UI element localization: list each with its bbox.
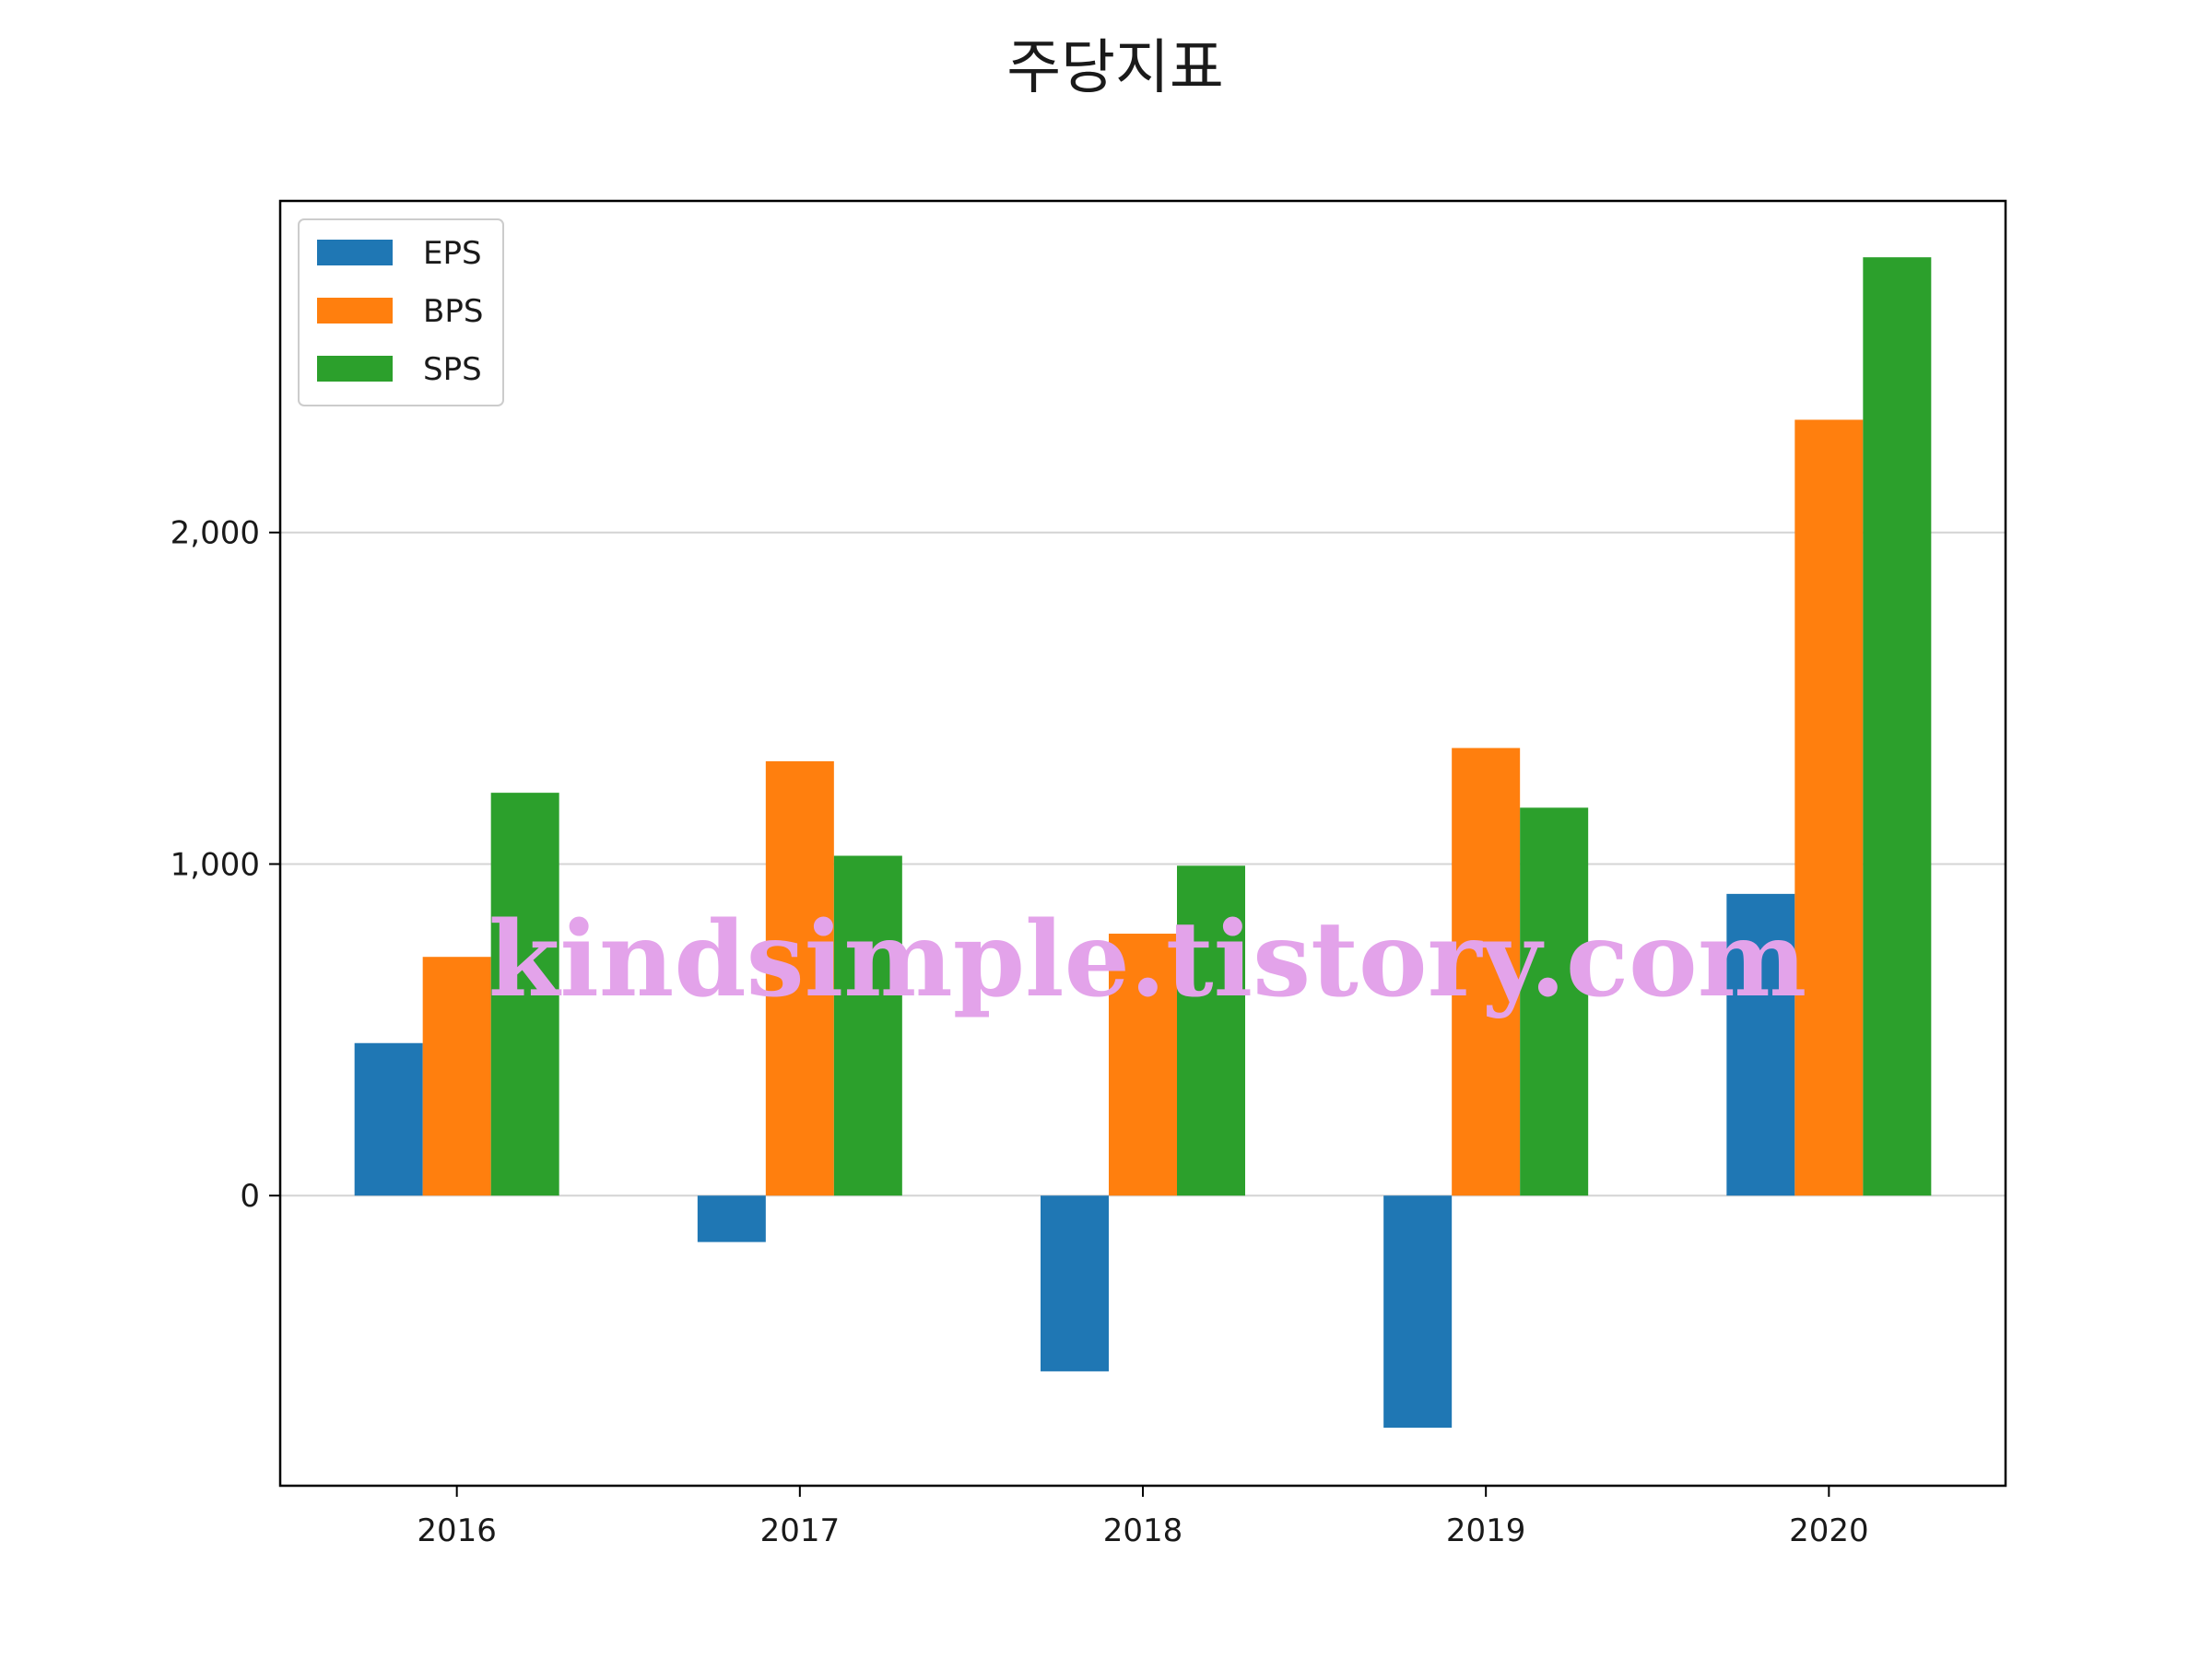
bar-bps-2019 [1452,747,1521,1196]
bar-eps-2018 [1041,1195,1109,1371]
bar-sps-2018 [1177,865,1245,1196]
bar-sps-2016 [490,793,559,1196]
x-tick-label: 2017 [760,1512,841,1549]
bar-bps-2020 [1794,419,1864,1196]
bars [354,257,1932,1429]
legend-swatch-bps [317,298,393,324]
bar-bps-2016 [422,957,491,1196]
bar-sps-2020 [1863,257,1932,1196]
y-tick-label: 1,000 [171,846,260,883]
x-tick-label: 2019 [1446,1512,1526,1549]
legend-label-sps: SPS [423,351,482,388]
bar-sps-2019 [1520,807,1589,1196]
x-tick-label: 2018 [1103,1512,1183,1549]
bar-eps-2017 [697,1195,766,1242]
bar-bps-2018 [1109,934,1177,1196]
x-tick-label: 2020 [1789,1512,1869,1549]
bar-eps-2020 [1726,893,1795,1196]
chart-title: 주당지표 [1006,34,1224,102]
x-axis: 2016 2017 2018 2019 2020 [417,1486,1869,1549]
legend-label-bps: BPS [423,293,483,330]
bar-eps-2019 [1383,1195,1453,1429]
y-tick-label: 2,000 [171,515,260,552]
y-tick-label: 0 [240,1178,260,1215]
bar-sps-2017 [833,855,902,1196]
legend-label-eps: EPS [423,235,482,272]
bar-bps-2017 [765,760,834,1196]
x-tick-label: 2016 [417,1512,497,1549]
bar-eps-2016 [354,1042,423,1196]
legend: EPS BPS SPS [298,218,504,406]
y-axis: 0 1,000 2,000 [171,515,280,1215]
watermark-text: kindsimple.tistory.com [488,900,1807,1020]
legend-swatch-eps [317,240,393,265]
legend-swatch-sps [317,356,393,382]
